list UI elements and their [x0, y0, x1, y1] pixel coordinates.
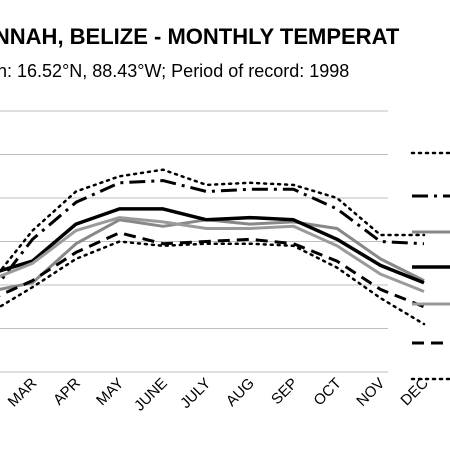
legend [410, 151, 450, 381]
x-tick-label: SEP [268, 375, 301, 408]
series-line-3 [0, 218, 425, 291]
x-tick-label: AUG [223, 375, 258, 410]
series-line-6 [0, 231, 425, 309]
x-tick-label: MAR [5, 375, 41, 411]
series-line-5 [0, 216, 425, 293]
series-line-7 [0, 240, 426, 326]
series-line-4 [0, 207, 425, 285]
x-tick-label: JUNE [131, 375, 171, 415]
x-tick-labels: MAR APR MAY JUNE JULY AUG SEP OCT NOV DEC [5, 375, 432, 415]
x-tick-label: APR [50, 375, 84, 409]
x-tick-label: JULY [177, 375, 214, 412]
x-tick-label: MAY [93, 375, 127, 409]
chart-title: ANNAH, BELIZE - MONTHLY TEMPERAT [0, 24, 400, 49]
gridlines [0, 110, 388, 373]
x-tick-label: OCT [310, 375, 344, 409]
chart-subtitle: on: 16.52°N, 88.43°W; Period of record: … [0, 61, 350, 81]
series-lines [0, 168, 426, 326]
series-line-2 [0, 179, 425, 285]
x-tick-label: NOV [353, 375, 388, 410]
series-line-1 [0, 168, 426, 274]
